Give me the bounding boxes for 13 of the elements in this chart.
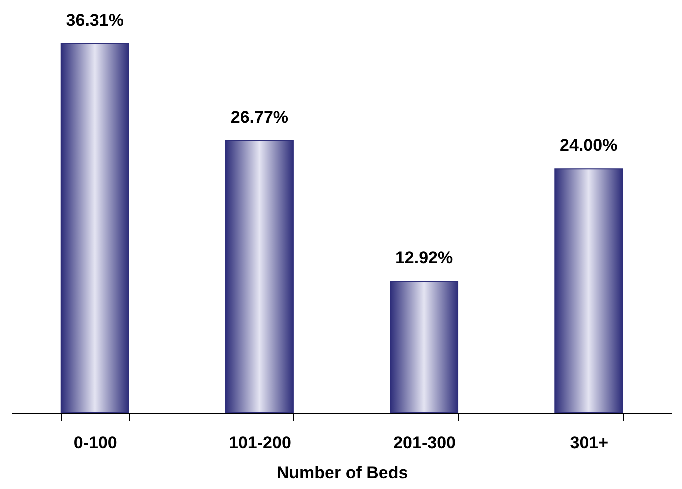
bar [390,281,459,414]
x-axis-title: Number of Beds [276,464,408,482]
x-tick-label: 301+ [570,434,609,452]
bar [60,44,130,414]
data-label: 12.92% [395,248,454,268]
bar [554,168,624,414]
data-label: 36.31% [66,11,124,30]
data-label: 26.77% [230,108,289,127]
x-tick-label: 201-300 [394,434,456,452]
bar [225,140,294,414]
x-tick-label: 0-100 [74,434,118,452]
data-label: 24.00% [560,136,618,156]
x-tick-label: 101-200 [229,434,292,452]
